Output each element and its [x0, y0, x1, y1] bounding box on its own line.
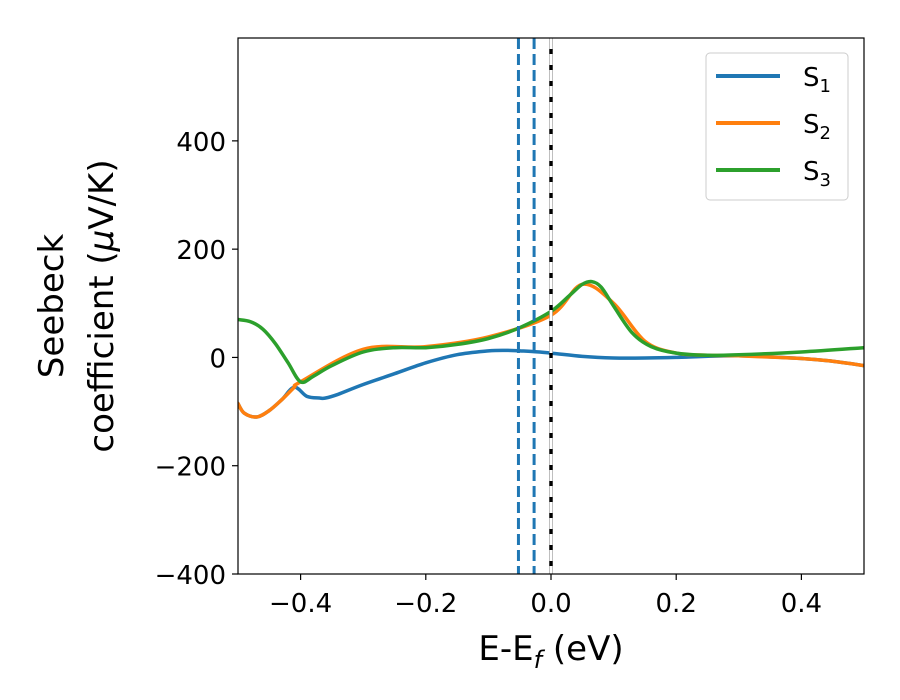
y-tick-label: 0: [209, 344, 226, 374]
x-tick-label: −0.4: [269, 589, 332, 619]
y-axis-label-line1: Seebeck: [32, 234, 72, 379]
legend-box: [705, 52, 849, 201]
legend-label-s2: S2: [803, 110, 831, 144]
x-tick-label: 0.2: [656, 589, 697, 619]
axis-ticks: −0.4 −0.2 0.0 0.2 0.4 −400 −200 0 200 400: [155, 128, 823, 619]
vertical-lines: [516, 38, 553, 574]
legend: S1 S2 S3: [705, 52, 849, 201]
x-tick-label: 0.4: [781, 589, 822, 619]
y-axis-label-line2: coefficient (μV/K): [82, 159, 122, 452]
y-tick-label: −400: [155, 561, 226, 591]
y-tick-label: 400: [176, 128, 226, 158]
legend-label-s3: S3: [803, 157, 831, 191]
y-tick-label: −200: [155, 453, 226, 483]
legend-label-s1: S1: [803, 63, 831, 97]
y-tick-label: 200: [176, 236, 226, 266]
y-axis-label: Seebeck coefficient (μV/K): [32, 159, 122, 452]
x-tick-label: −0.2: [394, 589, 457, 619]
x-tick-label: 0.0: [530, 589, 571, 619]
x-axis-label: E-Ef (eV): [478, 629, 623, 674]
